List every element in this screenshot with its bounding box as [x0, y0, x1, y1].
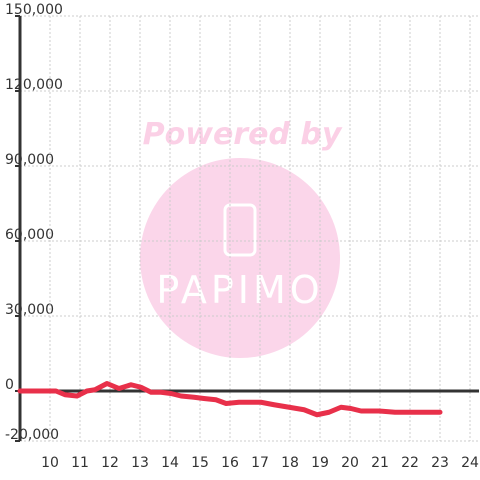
y-tick-label: 60,000 — [5, 227, 54, 243]
x-tick-label: 21 — [371, 455, 389, 471]
y-tick-label: 0 — [5, 377, 14, 393]
x-tick-label: 11 — [71, 455, 89, 471]
x-tick-label: 23 — [431, 455, 449, 471]
watermark-text: Powered by — [143, 117, 343, 152]
x-tick-label: 22 — [401, 455, 419, 471]
x-tick-label: 17 — [251, 455, 269, 471]
y-tick-label: 90,000 — [5, 152, 54, 168]
data-line — [17, 381, 443, 418]
x-tick-label: 19 — [311, 455, 329, 471]
y-tick-label: 30,000 — [5, 302, 54, 318]
y-tick-label: 150,000 — [5, 2, 63, 18]
y-tick-label: -20,000 — [5, 427, 59, 443]
y-tick-label: 120,000 — [5, 77, 63, 93]
phone-icon — [223, 203, 257, 257]
x-tick-label: 18 — [281, 455, 299, 471]
x-tick-label: 16 — [221, 455, 239, 471]
x-tick-label: 20 — [341, 455, 359, 471]
x-tick-label: 15 — [191, 455, 209, 471]
x-tick-label: 12 — [101, 455, 119, 471]
watermark-brand: PAPIMO — [156, 268, 323, 312]
x-tick-label: 24 — [461, 455, 479, 471]
x-tick-label: 13 — [131, 455, 149, 471]
x-tick-label: 14 — [161, 455, 179, 471]
x-tick-label: 10 — [41, 455, 59, 471]
